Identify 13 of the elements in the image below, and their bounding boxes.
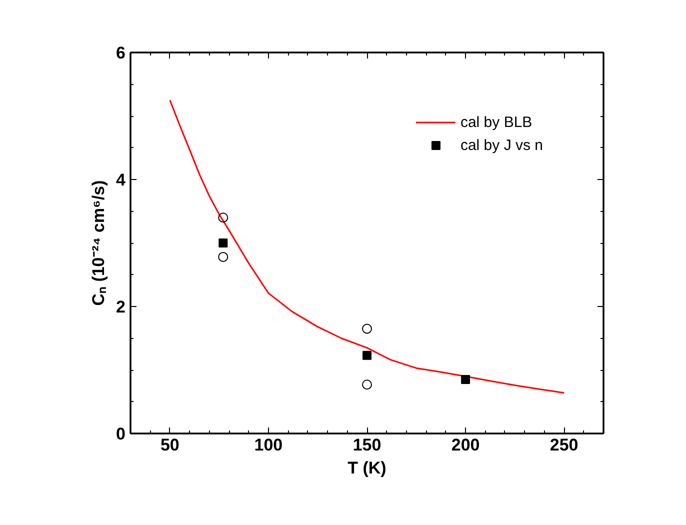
y-tick-label: 6 <box>116 44 126 62</box>
x-tick-label: 100 <box>254 436 283 454</box>
y-tick-label: 2 <box>116 298 126 316</box>
x-tick-label: 50 <box>160 436 180 454</box>
y-axis-title: Cₙ (10⁻²⁴ cm⁶/s) <box>89 180 108 306</box>
y-tick-label: 4 <box>116 170 126 190</box>
x-tick-label: 200 <box>451 436 480 454</box>
legend-label: cal by J vs n <box>460 136 543 154</box>
x-tick-label: 250 <box>550 436 578 454</box>
legend-label: cal by BLB <box>460 114 532 130</box>
x-axis-title: T (K) <box>348 458 386 478</box>
y-tick-label: 0 <box>116 424 126 444</box>
x-tick-label: 150 <box>352 436 382 454</box>
